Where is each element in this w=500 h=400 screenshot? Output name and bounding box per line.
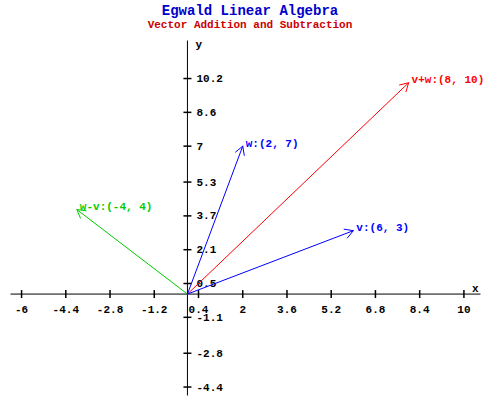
svg-text:5.2: 5.2 xyxy=(321,304,341,316)
svg-text:-1.2: -1.2 xyxy=(141,304,167,316)
svg-text:8.6: 8.6 xyxy=(196,107,216,119)
svg-text:5.3: 5.3 xyxy=(196,177,216,189)
svg-text:y: y xyxy=(195,39,202,51)
svg-text:2: 2 xyxy=(239,304,246,316)
svg-text:-1.1: -1.1 xyxy=(196,312,223,324)
svg-text:w-v:(-4, 4): w-v:(-4, 4) xyxy=(80,201,153,213)
svg-text:x: x xyxy=(472,283,479,295)
svg-text:0.5: 0.5 xyxy=(196,278,217,290)
svg-text:2.1: 2.1 xyxy=(196,244,216,256)
svg-text:10.2: 10.2 xyxy=(196,73,222,85)
svg-text:0.4: 0.4 xyxy=(188,303,209,316)
svg-text:-6: -6 xyxy=(15,304,28,316)
svg-text:-2.8: -2.8 xyxy=(97,304,124,316)
svg-text:8.4: 8.4 xyxy=(410,304,430,316)
svg-text:v+w:(8, 10): v+w:(8, 10) xyxy=(412,74,485,86)
svg-text:6.8: 6.8 xyxy=(366,304,386,316)
svg-text:-2.8: -2.8 xyxy=(196,348,223,360)
svg-text:3.6: 3.6 xyxy=(277,304,297,316)
html-text:Vector Addition and Subtractio: Vector Addition and Subtraction xyxy=(147,19,353,31)
svg-text:7: 7 xyxy=(196,141,203,153)
svg-text:10: 10 xyxy=(457,304,470,316)
svg-text:3.7: 3.7 xyxy=(196,210,216,222)
html-text:Egwald Linear Algebra: Egwald Linear Algebra xyxy=(161,3,339,19)
svg-text:-4.4: -4.4 xyxy=(53,304,80,316)
svg-text:v:(6, 3): v:(6, 3) xyxy=(356,222,409,234)
svg-text:w:(2, 7): w:(2, 7) xyxy=(246,138,299,150)
svg-text:-4.4: -4.4 xyxy=(196,382,223,394)
